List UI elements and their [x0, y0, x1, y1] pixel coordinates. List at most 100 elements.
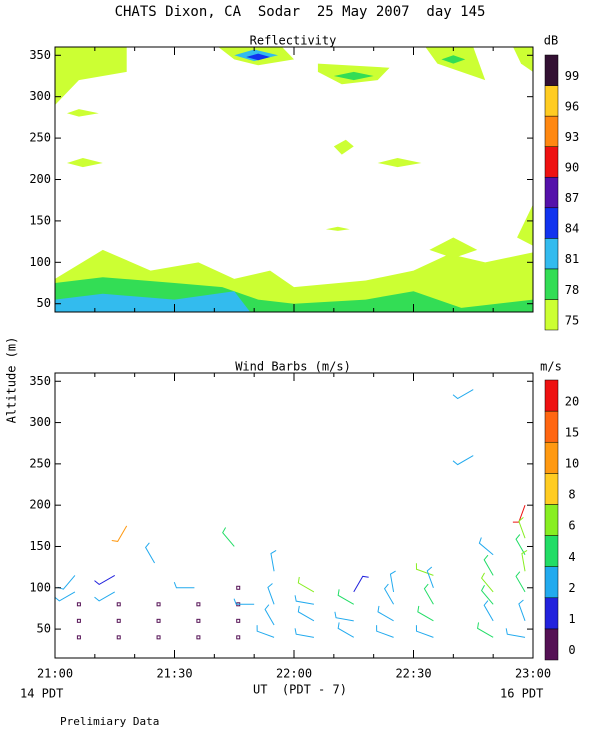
- contour-region: [333, 139, 354, 155]
- colorbar-label: 99: [565, 69, 579, 83]
- colorbar-label: 2: [568, 581, 575, 595]
- calm-marker: [76, 618, 81, 623]
- wind-barb: [480, 572, 494, 593]
- wind-barb: [297, 605, 315, 622]
- colorbar-box: [544, 146, 559, 178]
- colorbar-label: 75: [565, 313, 579, 327]
- colorbar-box: [544, 115, 559, 147]
- y-tick-label: 150: [29, 539, 51, 553]
- x-left-note: 14 PDT: [20, 687, 63, 701]
- colorbar-label: 10: [565, 457, 579, 471]
- figure-title: CHATS Dixon, CA Sodar 25 May 2007 day 14…: [115, 4, 486, 20]
- contour-region: [55, 291, 251, 312]
- wind-barb: [483, 554, 494, 576]
- y-tick-label: 150: [29, 213, 51, 227]
- calm-marker: [196, 602, 201, 607]
- colorbar-box: [544, 85, 559, 117]
- x-tick-label: 22:30: [395, 667, 431, 681]
- wind-barb: [515, 571, 526, 593]
- contour-region: [441, 55, 466, 64]
- contour-region: [66, 157, 103, 168]
- colorbar-box: [544, 535, 559, 567]
- calm-marker: [196, 618, 201, 623]
- wind-barb: [94, 574, 115, 585]
- calm-marker: [156, 635, 161, 640]
- wind-barb: [377, 605, 394, 622]
- x-tick-label: 22:00: [276, 667, 312, 681]
- wind-barb: [426, 566, 434, 588]
- calm-marker: [156, 602, 161, 607]
- wind-barb: [415, 563, 434, 576]
- contour-region: [325, 226, 350, 231]
- colorbar-label: 84: [565, 222, 579, 236]
- wind-barb: [222, 527, 235, 547]
- x-tick-label: 21:30: [156, 667, 192, 681]
- contour-region: [55, 47, 127, 105]
- wind-barb: [423, 583, 434, 605]
- colorbar-label: 81: [565, 252, 579, 266]
- wind-barb: [505, 628, 526, 638]
- wind-barb: [144, 542, 156, 564]
- wind-barb: [267, 583, 275, 605]
- wind-barb: [478, 537, 494, 556]
- colorbar-box: [544, 566, 559, 599]
- colorbar-label: 78: [565, 283, 579, 297]
- wind-barb: [294, 628, 315, 638]
- contour-region: [517, 204, 533, 246]
- wind-barb: [452, 389, 474, 400]
- wind-barb: [383, 583, 395, 605]
- colorbar-box: [544, 504, 559, 536]
- x-tick-label: 23:00: [515, 667, 551, 681]
- y-tick-label: 100: [29, 255, 51, 269]
- colorbar-box: [544, 207, 559, 239]
- colorbar-box: [544, 441, 559, 474]
- wind-barb: [415, 625, 434, 638]
- wind-barb: [389, 570, 396, 592]
- wind-barb: [376, 625, 394, 638]
- colorbar-box: [544, 299, 559, 331]
- plot-frame: [54, 372, 534, 659]
- wind-barb: [337, 622, 355, 638]
- wind-barb: [480, 585, 494, 605]
- wind-barb: [270, 550, 277, 572]
- colorbar-box: [544, 410, 559, 443]
- colorbar-unit: dB: [544, 34, 558, 48]
- panel-title: Wind Barbs (m/s): [235, 360, 351, 374]
- colorbar-box: [544, 54, 559, 86]
- contour-region: [66, 109, 99, 117]
- wind-barb: [521, 550, 528, 572]
- colorbar-label: 87: [565, 191, 579, 205]
- colorbar-label: 1: [568, 612, 575, 626]
- calm-marker: [116, 618, 121, 623]
- y-tick-label: 300: [29, 89, 51, 103]
- calm-marker: [116, 602, 121, 607]
- colorbar-label: 90: [565, 161, 579, 175]
- colorbar-label: 6: [568, 519, 575, 533]
- colorbar-box: [544, 597, 559, 630]
- y-tick-label: 200: [29, 498, 51, 512]
- contour-region: [377, 157, 422, 168]
- wind-barb: [334, 611, 354, 622]
- wind-barb: [515, 534, 526, 555]
- y-tick-label: 50: [37, 622, 51, 636]
- wind-barb: [256, 625, 275, 638]
- calm-marker: [236, 585, 241, 590]
- wind-barb: [417, 605, 434, 622]
- contour-region: [425, 47, 486, 81]
- wind-barb: [54, 591, 76, 602]
- y-tick-label: 50: [37, 296, 51, 310]
- colorbar-label: 8: [568, 488, 575, 502]
- contour-region: [333, 71, 374, 81]
- colorbar-label: 4: [568, 550, 575, 564]
- wind-barb: [452, 455, 474, 466]
- footer-note: Prelimiary Data: [60, 715, 159, 728]
- y-tick-label: 350: [29, 48, 51, 62]
- colorbar-label: 0: [568, 643, 575, 657]
- y-tick-label: 300: [29, 415, 51, 429]
- contour-region: [513, 47, 533, 72]
- wind-barb: [57, 575, 76, 590]
- y-tick-label: 250: [29, 131, 51, 145]
- y-tick-label: 200: [29, 172, 51, 186]
- x-axis-label: UT (PDT - 7): [253, 683, 347, 697]
- colorbar-label: 96: [565, 99, 579, 113]
